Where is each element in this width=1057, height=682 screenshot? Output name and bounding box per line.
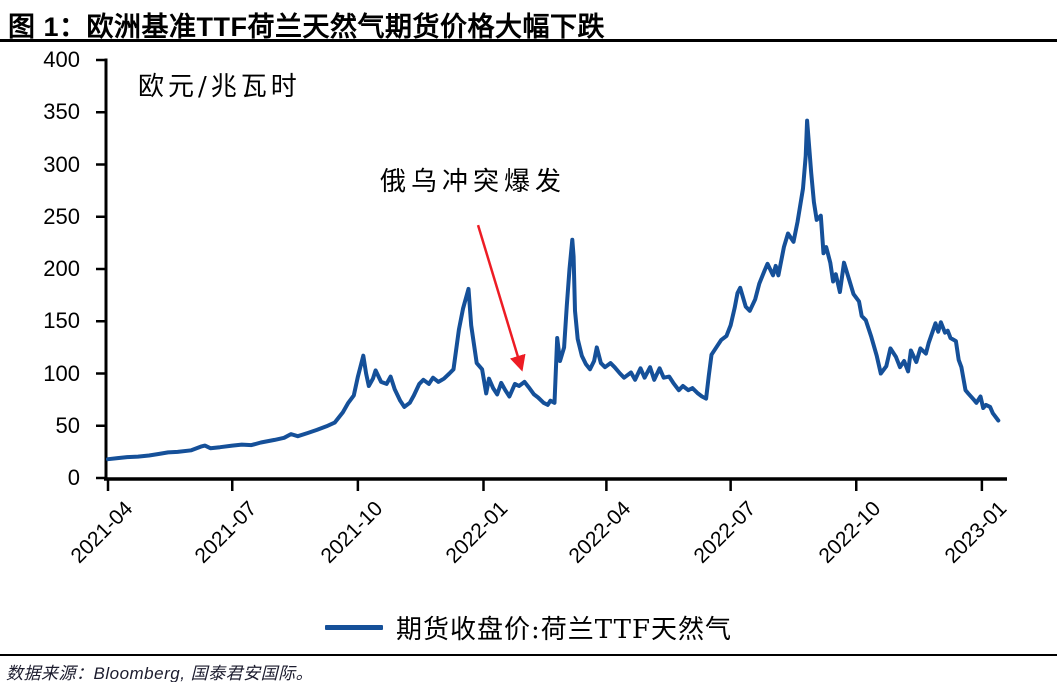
figure-header: 图 1：欧洲基准TTF荷兰天然气期货价格大幅下跌 xyxy=(0,0,1057,42)
y-axis-tick-label: 100 xyxy=(43,360,80,386)
y-axis-tick-label: 0 xyxy=(67,465,80,490)
legend: 期货收盘价:荷兰TTF天然气 xyxy=(0,609,1057,646)
x-axis-ticks xyxy=(106,479,984,491)
figure-title: 图 1：欧洲基准TTF荷兰天然气期货价格大幅下跌 xyxy=(8,12,605,42)
annotation-text: 俄乌冲突爆发 xyxy=(380,167,567,197)
price-line xyxy=(106,118,1001,462)
y-axis-tick-label: 400 xyxy=(43,47,80,72)
y-axis-tick-label: 250 xyxy=(43,203,80,229)
data-source-note: 数据来源：Bloomberg, 国泰君安国际。 xyxy=(6,664,314,682)
bottom-divider xyxy=(0,654,1057,656)
legend-line-swatch xyxy=(325,625,384,630)
annotation-arrow xyxy=(476,224,526,372)
y-axis-tick-label: 200 xyxy=(43,256,80,281)
y-axis-unit-label: 欧元/兆瓦时 xyxy=(138,72,301,102)
y-axis-ticks xyxy=(96,58,106,480)
y-axis-tick-label: 350 xyxy=(43,99,80,125)
y-axis-tick-label: 50 xyxy=(55,412,80,438)
legend-label: 期货收盘价:荷兰TTF天然气 xyxy=(396,615,732,645)
y-axis-tick-label: 150 xyxy=(43,308,80,334)
y-axis-tick-label: 300 xyxy=(43,151,80,177)
